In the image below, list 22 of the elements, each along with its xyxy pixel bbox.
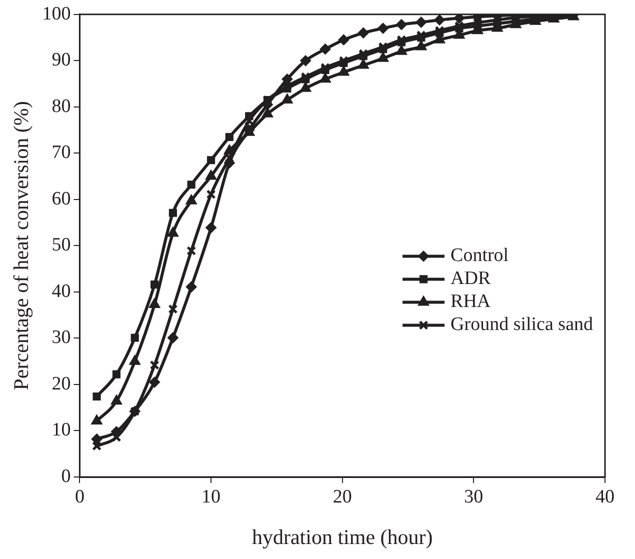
- x-axis-title: hydration time (hour): [252, 524, 433, 549]
- x-tick-label: 40: [596, 486, 614, 508]
- legend-label: ADR: [450, 268, 491, 290]
- x-tick-label: 10: [202, 486, 221, 508]
- legend-label: Control: [450, 245, 509, 266]
- y-tick-label: 80: [52, 96, 71, 117]
- y-tick-label: 70: [52, 142, 71, 164]
- x-tick-label: 20: [332, 486, 352, 508]
- x-tick-label: 0: [74, 486, 84, 508]
- y-tick-label: 60: [52, 188, 71, 210]
- legend-label: Ground silica sand: [450, 314, 594, 336]
- y-tick-label: 100: [42, 3, 71, 24]
- y-tick-label: 20: [52, 373, 71, 394]
- y-tick-label: 10: [52, 420, 71, 441]
- y-axis-title: Percentage of heat conversion (%): [9, 101, 34, 390]
- y-tick-label: 0: [61, 466, 71, 487]
- legend-label: RHA: [450, 291, 491, 312]
- y-tick-label: 30: [52, 327, 71, 348]
- y-tick-label: 50: [52, 234, 71, 256]
- y-tick-label: 90: [52, 50, 71, 71]
- y-tick-label: 40: [52, 280, 71, 302]
- x-tick-label: 30: [464, 486, 484, 508]
